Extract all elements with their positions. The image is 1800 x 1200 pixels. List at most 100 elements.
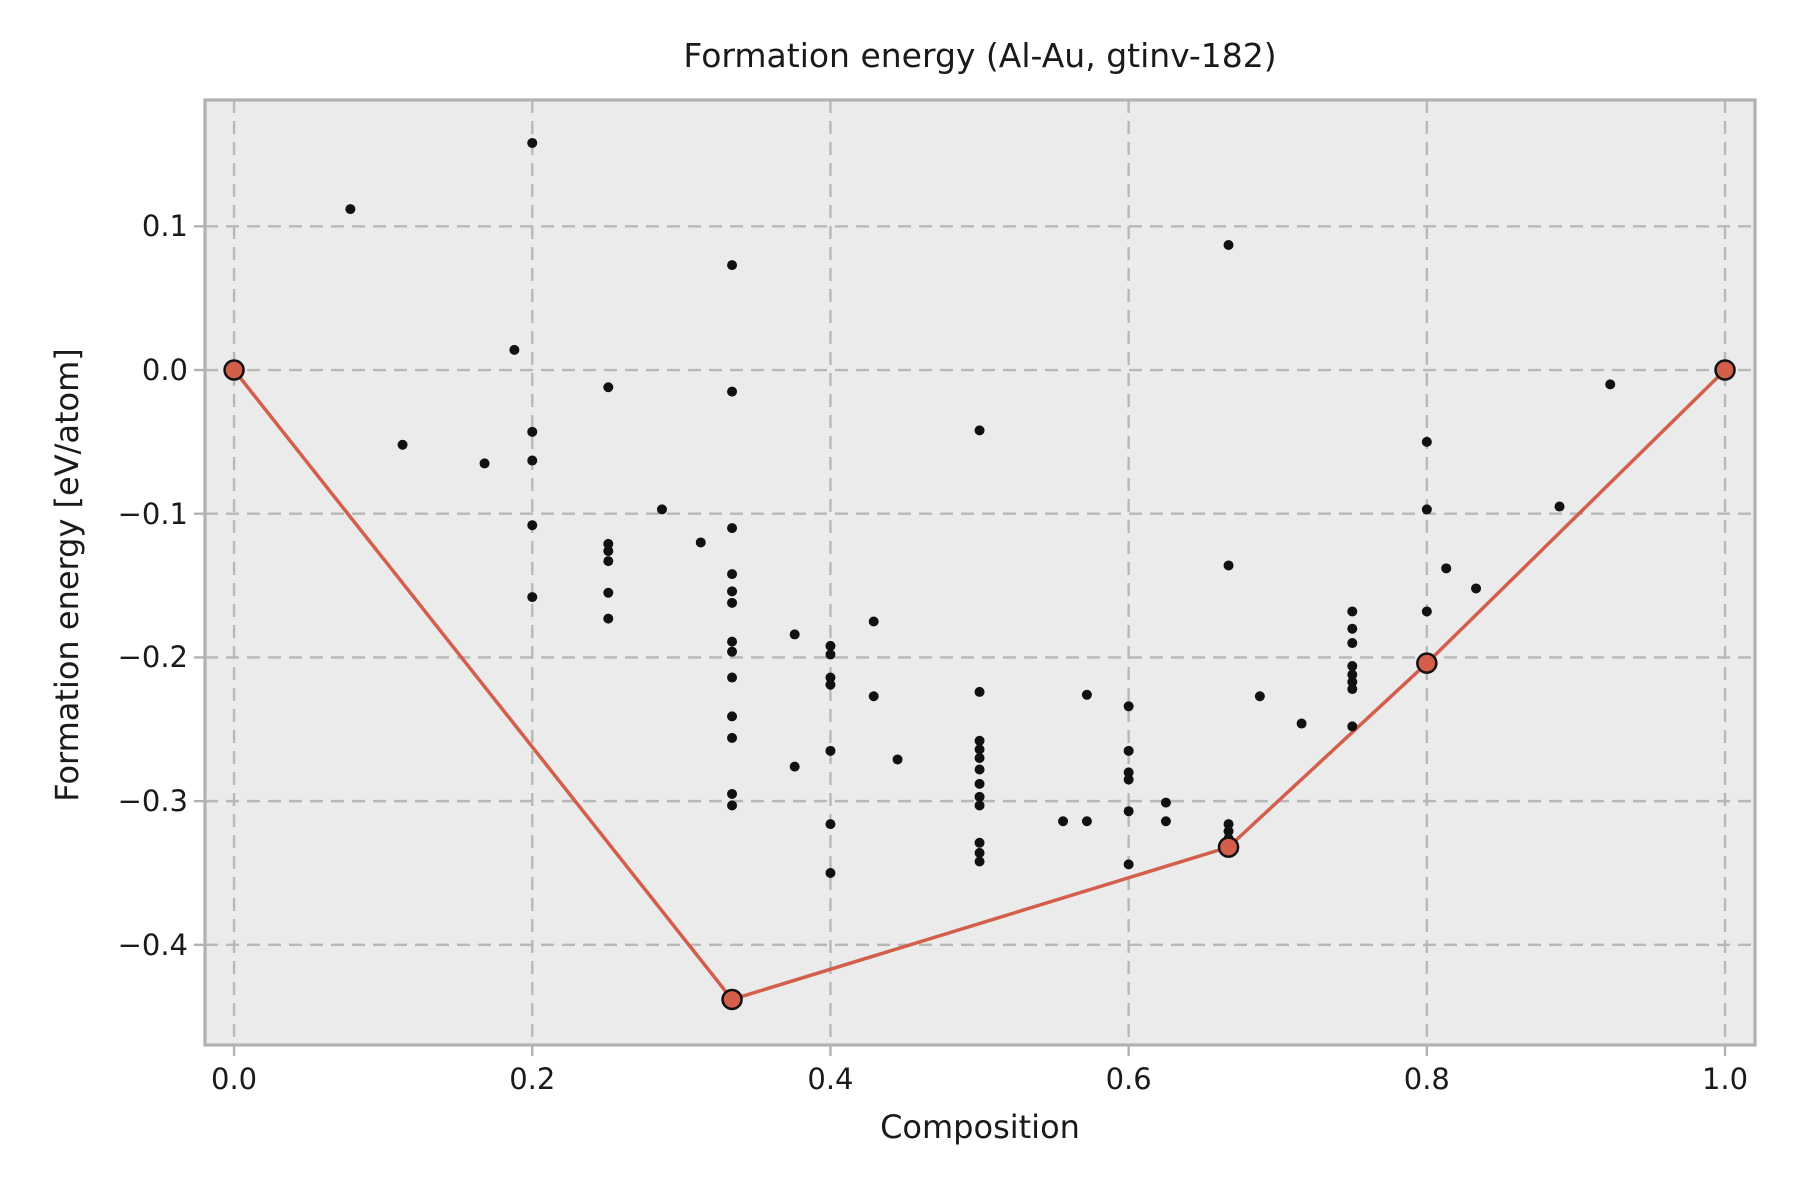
scatter-point (1441, 563, 1452, 574)
scatter-point (825, 640, 836, 651)
scatter-point (1554, 501, 1565, 512)
scatter-point (695, 537, 706, 548)
scatter-point (974, 856, 985, 867)
scatter-point (1347, 721, 1358, 732)
x-tick-label: 0.4 (807, 1062, 854, 1096)
hull-vertex-point (1217, 836, 1240, 858)
y-tick-label: −0.2 (117, 640, 188, 675)
scatter-point (656, 504, 667, 515)
x-tick-label: 1.0 (1701, 1062, 1749, 1096)
scatter-point (974, 837, 985, 848)
scatter-point (1123, 701, 1134, 712)
scatter-point (825, 649, 836, 660)
scatter-point (974, 735, 985, 746)
scatter-point (974, 744, 985, 755)
scatter-point (1296, 718, 1307, 729)
hull-vertex-point (721, 988, 743, 1011)
y-tick-label: 0.0 (141, 353, 188, 388)
scatter-point (603, 546, 614, 557)
scatter-point (892, 754, 903, 765)
scatter-point (789, 761, 800, 772)
x-axis-label: Composition (880, 1108, 1080, 1146)
hull-vertex-point (1714, 359, 1736, 381)
scatter-point (1254, 691, 1265, 702)
scatter-point (1421, 606, 1432, 617)
y-tick-label: −0.3 (117, 784, 188, 819)
scatter-point (974, 847, 985, 858)
scatter-point (727, 800, 738, 811)
plot-spine (203, 98, 1757, 1047)
scatter-point (825, 679, 836, 690)
scatter-point (603, 382, 614, 393)
scatter-point (974, 791, 985, 802)
scatter-point (1223, 239, 1234, 250)
scatter-point (1123, 767, 1134, 778)
scatter-point (1223, 819, 1234, 830)
scatter-point (825, 745, 836, 756)
scatter-point (1421, 436, 1432, 447)
y-tick-label: 0.1 (141, 209, 188, 244)
scatter-point (974, 425, 985, 436)
scatter-point (1123, 774, 1134, 785)
scatter-point (868, 616, 879, 627)
scatter-point (974, 800, 985, 811)
scatter-point (1347, 684, 1358, 695)
scatter-point (727, 260, 738, 271)
scatter-point (603, 613, 614, 624)
scatter-point (397, 439, 408, 450)
scatter-point (789, 629, 800, 640)
scatter-point (345, 204, 356, 215)
scatter-point (603, 556, 614, 567)
scatter-point (527, 592, 538, 603)
scatter-point (1123, 745, 1134, 756)
scatter-point (509, 344, 520, 355)
scatter-point (1347, 669, 1358, 680)
scatter-point (1605, 379, 1616, 390)
plot-area (194, 98, 1757, 1056)
scatter-point (974, 778, 985, 789)
scatter-point (527, 426, 538, 437)
scatter-point (603, 538, 614, 549)
scatter-point (727, 597, 738, 608)
scatter-point (1347, 638, 1358, 649)
scatter-point (603, 587, 614, 598)
scatter-point (1081, 816, 1092, 827)
scatter-point (1160, 797, 1171, 808)
plot-canvas (194, 98, 1757, 1056)
scatter-point (1223, 826, 1234, 837)
scatter-point (974, 764, 985, 775)
scatter-point (868, 691, 879, 702)
scatter-point (825, 819, 836, 830)
scatter-point (825, 867, 836, 878)
scatter-point (1123, 806, 1134, 817)
scatter-point (1421, 504, 1432, 515)
scatter-point (1471, 583, 1482, 594)
scatter-point (727, 636, 738, 647)
scatter-point (1347, 623, 1358, 634)
scatter-point (825, 672, 836, 683)
x-tick-label: 0.8 (1403, 1062, 1450, 1096)
chart-title: Formation energy (Al-Au, gtinv-182) (683, 36, 1277, 75)
scatter-point (527, 520, 538, 531)
scatter-point (527, 455, 538, 466)
scatter-point (727, 646, 738, 657)
x-tick-label: 0.0 (211, 1062, 258, 1096)
scatter-point (974, 753, 985, 764)
scatter-point (1347, 676, 1358, 687)
scatter-point (727, 711, 738, 722)
x-tick-label: 0.2 (509, 1062, 556, 1096)
scatter-point (1058, 816, 1069, 827)
hull-vertex-point (1416, 652, 1438, 674)
scatter-point (727, 672, 738, 683)
scatter-point (727, 523, 738, 534)
scatter-point (1160, 816, 1171, 827)
scatter-point (1347, 661, 1358, 672)
scatter-point (727, 788, 738, 799)
x-tick-label: 0.6 (1105, 1062, 1152, 1096)
scatter-point (974, 686, 985, 697)
scatter-point (1081, 689, 1092, 700)
scatter-point (727, 569, 738, 580)
hull-vertex-point (223, 359, 245, 381)
scatter-point (1223, 560, 1234, 571)
